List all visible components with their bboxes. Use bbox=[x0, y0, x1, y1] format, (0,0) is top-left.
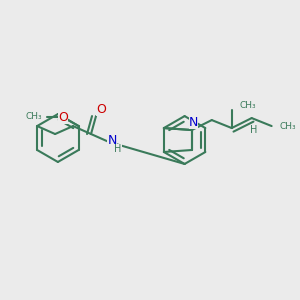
Text: CH₃: CH₃ bbox=[280, 122, 296, 130]
Text: H: H bbox=[114, 144, 122, 154]
Text: N: N bbox=[107, 134, 117, 146]
Text: N: N bbox=[189, 116, 199, 129]
Text: O: O bbox=[58, 111, 68, 124]
Text: H: H bbox=[250, 125, 257, 135]
Text: CH₃: CH₃ bbox=[240, 100, 256, 109]
Text: CH₃: CH₃ bbox=[26, 112, 42, 121]
Text: O: O bbox=[96, 103, 106, 116]
